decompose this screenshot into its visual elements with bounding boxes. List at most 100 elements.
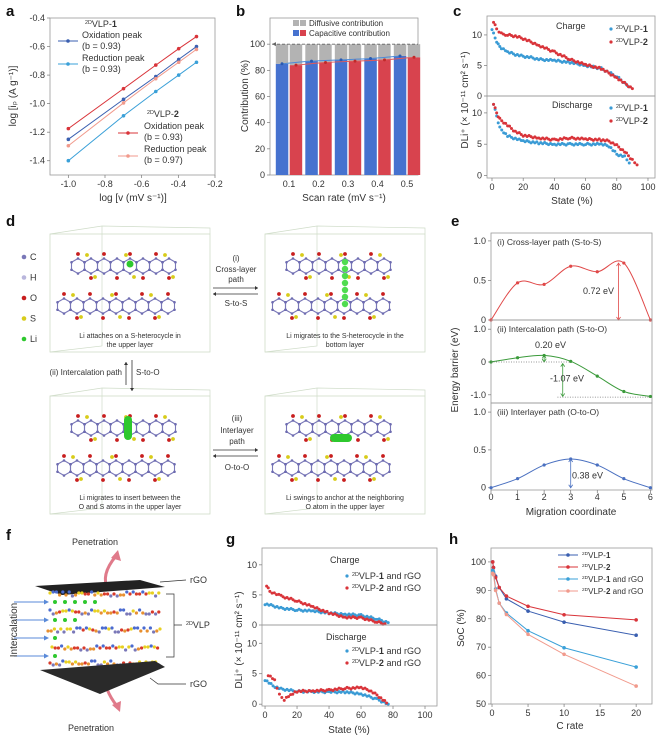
sulfur-atom <box>110 455 114 459</box>
scatter-point <box>271 684 275 688</box>
carbon-atom <box>323 462 326 466</box>
carbon-atom <box>173 470 176 474</box>
oxygen-atom <box>114 454 118 458</box>
sulfur-atom <box>93 437 97 441</box>
data-point <box>526 632 530 637</box>
carbon-atom <box>271 470 274 474</box>
y-tick-label: 0 <box>481 483 486 493</box>
y-axis-label: DLi⁺ (× 10⁻¹¹ cm² s⁻¹) <box>460 51 471 148</box>
rgo-sheet-top <box>35 580 165 595</box>
oxygen-atom <box>381 454 385 458</box>
carbon-atom <box>109 268 112 272</box>
x-tick-label: 10 <box>559 708 569 718</box>
legend-marker <box>66 39 70 43</box>
scatter-point <box>386 621 390 625</box>
carbon-atom <box>56 462 59 466</box>
panel-label-e: e <box>451 213 459 230</box>
data-point <box>194 34 199 39</box>
vlp-layer-atom <box>51 663 55 667</box>
molecule-ring <box>69 297 85 315</box>
carbon-atom <box>324 260 327 264</box>
scatter-point <box>385 701 389 705</box>
legend-label: 2DVLP-2 <box>616 37 648 47</box>
carbon-atom <box>141 257 145 260</box>
scatter-point <box>303 602 307 606</box>
molecule-ring <box>121 459 137 477</box>
data-point <box>569 264 573 268</box>
data-point <box>562 645 566 650</box>
carbon-atom <box>317 272 321 275</box>
carbon-atom <box>349 308 352 312</box>
sulfur-atom <box>308 275 312 279</box>
x-tick-label: 5 <box>621 492 626 502</box>
carbon-atom <box>173 308 176 312</box>
molecule-ring <box>56 459 72 477</box>
scatter-point <box>269 682 273 686</box>
y-tick-label: 5 <box>477 60 482 70</box>
oxygen-atom <box>291 414 295 418</box>
carbon-atom <box>166 297 170 300</box>
carbon-atom <box>376 260 379 264</box>
sulfur-atom <box>163 415 167 419</box>
vlp-layer-atom <box>109 611 113 615</box>
path-label: (ii) Intercalation path <box>50 368 122 377</box>
carbon-atom <box>323 300 326 304</box>
vlp-layer-atom <box>91 628 95 632</box>
vlp-layer-atom <box>128 612 132 616</box>
y-tick-label: -1.0 <box>29 99 45 109</box>
scatter-point <box>265 679 269 683</box>
cell-box <box>49 395 211 515</box>
data-point <box>542 463 546 467</box>
data-point <box>622 477 626 481</box>
atom-legend-marker <box>21 254 27 260</box>
carbon-atom <box>284 308 287 312</box>
lithium-atom <box>53 636 57 640</box>
diffusive-bar <box>364 44 377 59</box>
arrowhead-icon <box>124 362 128 365</box>
caption: O atom in the upper layer <box>306 504 386 511</box>
carbon-atom <box>161 422 164 426</box>
legend-group-title: 2DVLP-2 <box>147 109 179 119</box>
molecule-ring <box>298 257 314 275</box>
sulfur-atom <box>294 315 298 319</box>
molecule-ring <box>95 459 111 477</box>
carbon-atom <box>369 272 373 275</box>
panel-label-g: g <box>226 531 235 548</box>
scatter-point <box>527 38 531 42</box>
data-point <box>490 560 495 564</box>
molecule-ring <box>297 297 313 315</box>
legend-label: Reduction peak <box>144 144 207 154</box>
capacitive-bar <box>334 59 348 175</box>
legend-label: Diffusive contribution <box>309 19 383 28</box>
carbon-atom <box>291 257 295 260</box>
carbon-atom <box>114 459 118 462</box>
carbon-atom <box>154 257 158 260</box>
vlp-layer-atom <box>95 644 99 648</box>
data-point <box>562 652 566 657</box>
vlp-layer-atom <box>143 645 147 649</box>
carbon-atom <box>311 430 314 434</box>
carbon-atom <box>69 300 72 304</box>
y-tick-label: 1.0 <box>473 324 486 334</box>
carbon-atom <box>108 462 111 466</box>
vlp-layer-atom <box>66 645 70 649</box>
carbon-atom <box>291 419 295 422</box>
capacitive-bar <box>305 61 318 175</box>
vlp-layer-atom <box>122 593 126 597</box>
y-tick-label: 0 <box>477 170 482 180</box>
vlp-layer-atom <box>67 608 71 612</box>
oxygen-atom <box>303 292 307 296</box>
oxygen-atom <box>291 252 295 256</box>
diffusive-bar <box>275 44 289 64</box>
diffusive-bar <box>289 44 303 66</box>
carbon-atom <box>102 272 106 275</box>
scatter-point <box>275 686 279 690</box>
vlp-layer-atom <box>144 592 148 596</box>
legend-marker <box>126 154 130 158</box>
vlp-layer-atom <box>74 610 78 614</box>
scatter-point <box>597 137 601 141</box>
vlp-layer-atom <box>102 660 106 664</box>
carbon-atom <box>154 272 158 275</box>
molecule-ring <box>70 257 86 275</box>
carbon-atom <box>297 300 300 304</box>
